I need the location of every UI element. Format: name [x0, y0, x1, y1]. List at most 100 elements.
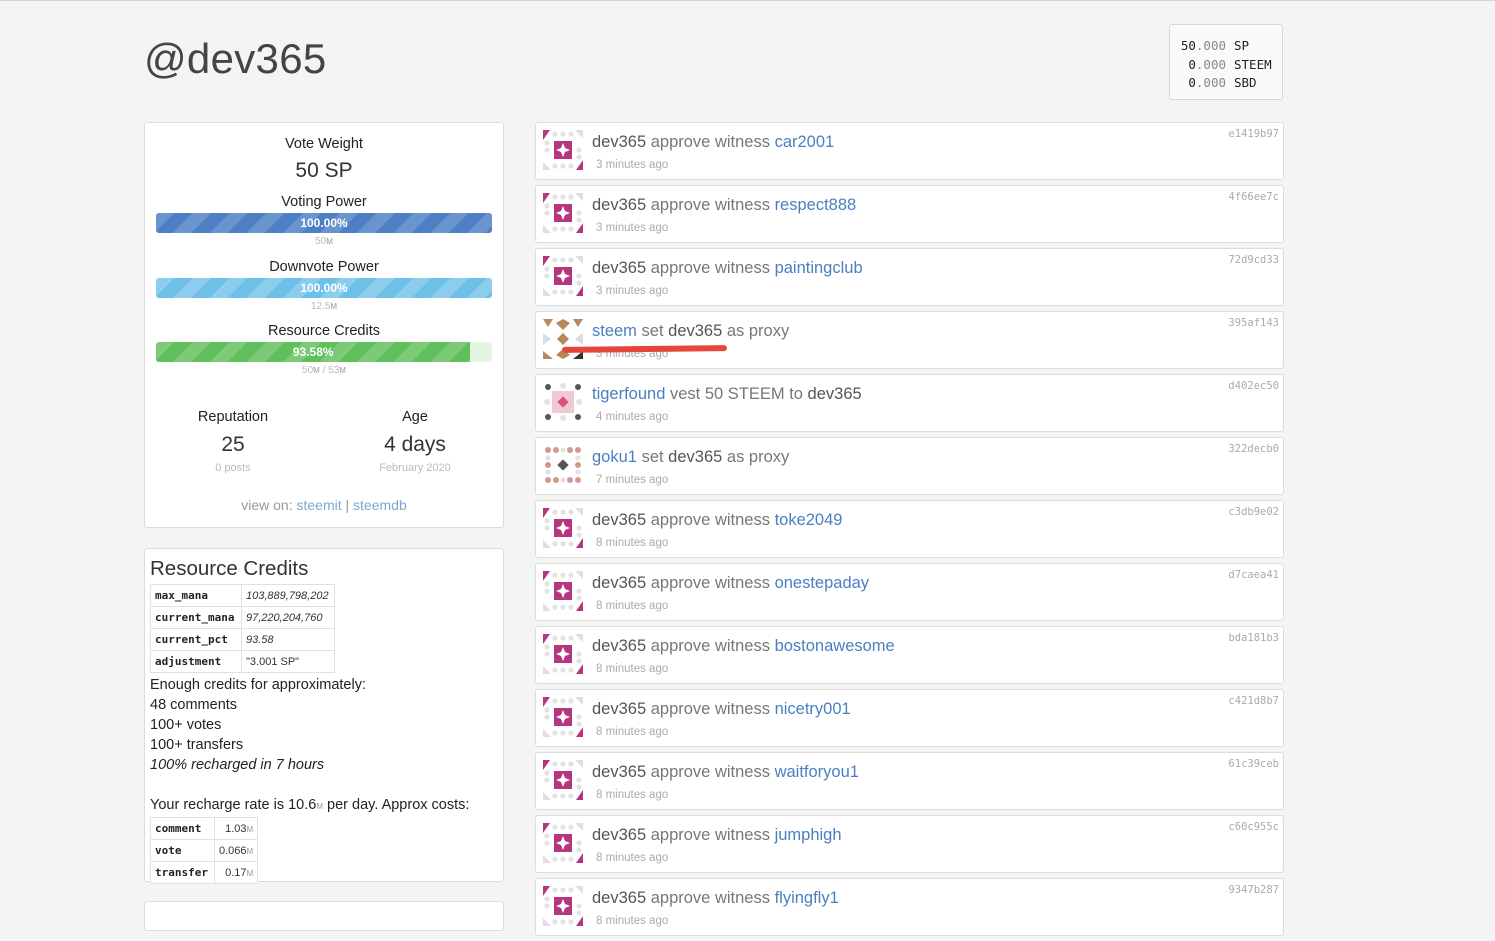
operation-text: dev365 approve witness nicetry001	[592, 700, 851, 719]
transaction-id[interactable]: d7caea41	[1228, 569, 1279, 581]
target-account[interactable]: waitforyou1	[774, 763, 859, 781]
voting-power-pct: 100.00%	[300, 216, 348, 230]
feed-item: goku1 set dev365 as proxy 7 minutes ago 32…	[535, 437, 1284, 495]
actor-account: dev365	[592, 826, 647, 844]
table-row: transfer 0.17M	[150, 861, 259, 884]
rc-recharge-time: 100% recharged in 7 hours	[150, 757, 325, 773]
avatar[interactable]	[543, 760, 583, 800]
transaction-id[interactable]: 395af143	[1228, 317, 1279, 329]
age-label: Age	[402, 409, 428, 425]
actor-account[interactable]: goku1	[592, 448, 637, 466]
transaction-id[interactable]: c421d8b7	[1228, 695, 1279, 707]
balances-box: 50.000 SP 0.000 STEEM 0.000 SBD	[1169, 24, 1283, 100]
avatar[interactable]	[543, 823, 583, 863]
actor-account[interactable]: steem	[592, 322, 637, 340]
table-row: vote 0.066M	[150, 839, 259, 862]
resource-credits-label: Resource Credits	[267, 323, 380, 339]
target-account[interactable]: respect888	[774, 196, 857, 214]
target-account[interactable]: onestepaday	[774, 574, 870, 592]
operation-verb: approve witness	[650, 196, 770, 214]
actor-account: dev365	[592, 259, 647, 277]
avatar[interactable]	[543, 571, 583, 611]
feed-item: steem set dev365 as proxy 3 minutes ago 39…	[535, 311, 1284, 369]
voting-power-fill: 100.00%	[156, 213, 492, 233]
operation-suffix: as proxy	[726, 448, 790, 466]
target-account[interactable]: car2001	[774, 133, 835, 151]
downvote-power-bar: 100.00%	[156, 278, 492, 298]
operation-text: dev365 approve witness paintingclub	[592, 259, 863, 278]
avatar[interactable]	[543, 319, 583, 359]
feed-item: dev365 approve witness nicetry001 8 minut…	[535, 689, 1284, 747]
downvote-power-meter: Downvote Power 100.00% 12.5M	[156, 259, 492, 312]
transaction-id[interactable]: bda181b3	[1228, 632, 1279, 644]
transaction-id[interactable]: 72d9cd33	[1228, 254, 1279, 266]
timestamp: 8 minutes ago	[596, 852, 669, 864]
balance-steem: 0.000 STEEM	[1188, 56, 1272, 72]
transaction-id[interactable]: 9347b287	[1228, 884, 1279, 896]
post-count: 0 posts	[215, 462, 251, 474]
avatar[interactable]	[543, 697, 583, 737]
steemit-link[interactable]: steemit	[296, 497, 342, 513]
target-account[interactable]: jumphigh	[774, 826, 842, 844]
avatar[interactable]	[543, 508, 583, 548]
resource-credits-meter: Resource Credits 93.58% 50M / 53M	[156, 323, 492, 376]
actor-account: dev365	[592, 763, 647, 781]
feed-item: dev365 approve witness toke2049 8 minutes…	[535, 500, 1284, 558]
view-on-links: view on: steemit | steemdb	[241, 497, 407, 513]
operation-verb: approve witness	[650, 259, 770, 277]
avatar[interactable]	[543, 382, 583, 422]
operation-verb: approve witness	[650, 133, 770, 151]
rc-estimate: 48 comments	[150, 697, 238, 713]
voting-power-label: Voting Power	[281, 194, 367, 210]
timestamp: 7 minutes ago	[596, 474, 669, 486]
annotation-underline	[561, 345, 728, 353]
actor-account: dev365	[592, 574, 647, 592]
operation-text: dev365 approve witness waitforyou1	[592, 763, 859, 782]
target-account[interactable]: toke2049	[774, 511, 843, 529]
feed-item: dev365 approve witness car2001 3 minutes …	[535, 122, 1284, 180]
transaction-id[interactable]: 61c39ceb	[1228, 758, 1279, 770]
rc-costs-table: comment 1.03M vote 0.066M transfer 0.17M	[150, 817, 259, 884]
rc-estimate: 100+ votes	[150, 717, 222, 733]
actor-account: dev365	[592, 133, 647, 151]
operation-verb: set	[641, 448, 664, 466]
transaction-id[interactable]: 4f66ee7c	[1228, 191, 1279, 203]
account-title: @dev365	[144, 35, 327, 82]
avatar[interactable]	[543, 130, 583, 170]
actor-account: dev365	[592, 637, 647, 655]
avatar[interactable]	[543, 634, 583, 674]
target-account[interactable]: flyingfly1	[774, 889, 839, 907]
resource-credits-mana: 50M / 53M	[302, 365, 346, 376]
resource-credits-pct: 93.58%	[292, 345, 334, 359]
timestamp: 8 minutes ago	[596, 726, 669, 738]
timestamp: 3 minutes ago	[596, 285, 669, 297]
actor-account: dev365	[592, 889, 647, 907]
feed-item: dev365 approve witness flyingfly1 8 minut…	[535, 878, 1284, 936]
operation-verb: approve witness	[650, 574, 770, 592]
avatar[interactable]	[543, 256, 583, 296]
avatar[interactable]	[543, 193, 583, 233]
transaction-id[interactable]: d402ec50	[1228, 380, 1279, 392]
target-account[interactable]: paintingclub	[774, 259, 863, 277]
transaction-id[interactable]: e1419b97	[1228, 128, 1279, 140]
avatar[interactable]	[543, 445, 583, 485]
actor-account: dev365	[592, 196, 647, 214]
feed-item: dev365 approve witness respect888 3 minut…	[535, 185, 1284, 243]
transaction-id[interactable]: c3db9e02	[1228, 506, 1279, 518]
steemdb-link[interactable]: steemdb	[353, 497, 407, 513]
target-account[interactable]: nicetry001	[774, 700, 851, 718]
reputation-label: Reputation	[197, 409, 269, 425]
transaction-id[interactable]: 322decb0	[1228, 443, 1279, 455]
actor-account[interactable]: tigerfound	[592, 385, 666, 403]
avatar[interactable]	[543, 886, 583, 926]
operation-text: dev365 approve witness onestepaday	[592, 574, 869, 593]
operation-text: dev365 approve witness jumphigh	[592, 826, 842, 845]
resource-credits-bar: 93.58%	[156, 342, 492, 362]
transaction-id[interactable]: c60c955c	[1228, 821, 1279, 833]
rc-estimate: 100+ transfers	[150, 737, 244, 753]
voting-power-bar: 100.00%	[156, 213, 492, 233]
timestamp: 8 minutes ago	[596, 915, 669, 927]
target-account[interactable]: bostonawesome	[774, 637, 895, 655]
downvote-power-fill: 100.00%	[156, 278, 492, 298]
rc-title: Resource Credits	[150, 557, 309, 580]
